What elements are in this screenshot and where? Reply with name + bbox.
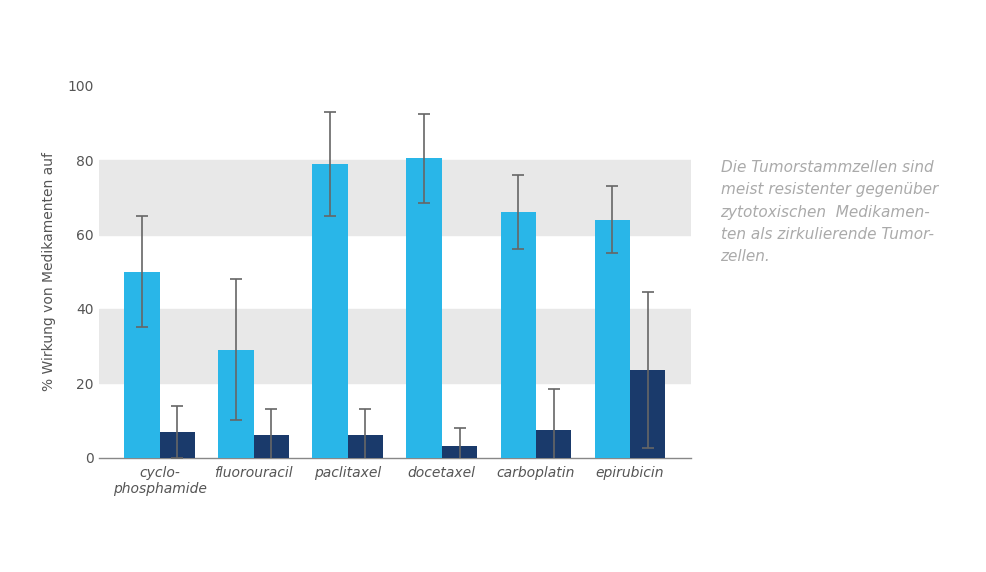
Bar (442, 446, 477, 458)
Bar (312, 164, 347, 458)
Bar (535, 430, 571, 458)
Bar (218, 349, 253, 458)
Bar (124, 272, 160, 458)
Bar (99, 309, 690, 383)
Y-axis label: % Wirkung von Medikamenten auf: % Wirkung von Medikamenten auf (42, 152, 56, 391)
Text: Die Tumorstammzellen sind
meist resistenter gegenüber
zytotoxischen  Medikamen-
: Die Tumorstammzellen sind meist resisten… (720, 160, 937, 264)
Bar (406, 158, 442, 458)
Bar (500, 212, 535, 458)
Bar (99, 160, 690, 235)
Bar (629, 370, 665, 458)
Bar (253, 435, 289, 458)
Bar (160, 431, 195, 458)
Bar (347, 435, 383, 458)
Bar (594, 220, 629, 458)
